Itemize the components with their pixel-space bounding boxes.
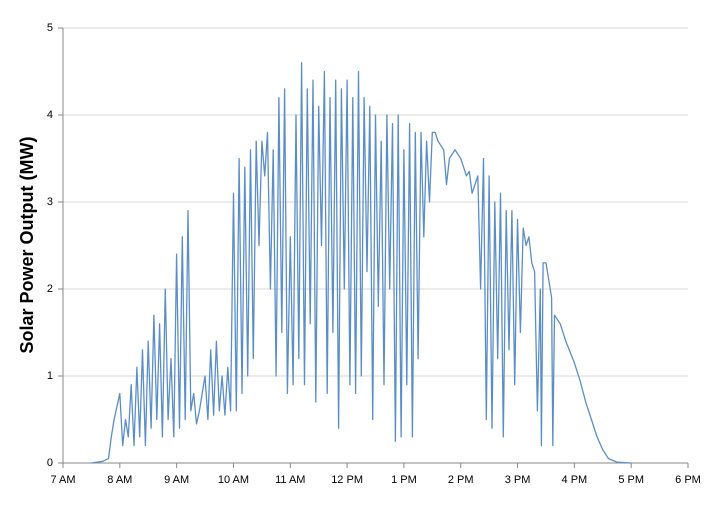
x-tick-label: 10 AM — [218, 474, 249, 486]
y-tick-label: 1 — [47, 370, 53, 382]
x-tick-label: 3 PM — [505, 474, 531, 486]
x-tick-label: 5 PM — [618, 474, 644, 486]
x-tick-label: 4 PM — [562, 474, 588, 486]
x-tick-label: 11 AM — [275, 474, 305, 486]
x-tick-label: 2 PM — [448, 474, 474, 486]
data-line — [91, 62, 632, 464]
y-tick-label: 2 — [47, 283, 53, 295]
x-tick-label: 1 PM — [391, 474, 417, 486]
y-tick-label: 5 — [47, 22, 53, 34]
x-tick-label: 8 AM — [107, 474, 132, 486]
x-tick-label: 9 AM — [164, 474, 189, 486]
y-tick-label: 3 — [47, 196, 53, 208]
x-tick-label: 12 PM — [331, 474, 363, 486]
y-tick-label: 0 — [47, 457, 53, 469]
x-tick-label: 7 AM — [50, 474, 75, 486]
x-tick-label: 6 PM — [675, 474, 701, 486]
y-axis-title: Solar Power Output (MW) — [17, 137, 37, 354]
y-tick-label: 4 — [47, 109, 53, 121]
